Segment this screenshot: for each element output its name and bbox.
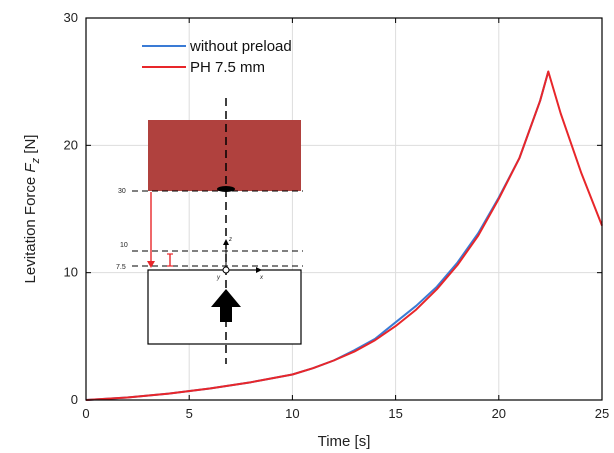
y-tick-label: 10 (64, 265, 78, 280)
inset-x-label: x (259, 275, 264, 281)
inset-level-7-5-label: 7.5 (116, 264, 126, 271)
x-axis-title: Time [s] (318, 433, 371, 450)
x-tick-label: 15 (388, 406, 402, 421)
legend-label-without-preload: without preload (189, 38, 292, 55)
x-tick-label: 5 (186, 406, 193, 421)
series-line-1 (85, 70, 603, 401)
inset-magnet (148, 120, 301, 191)
inset-z-label: z (228, 237, 232, 243)
plot-frame (85, 17, 603, 401)
y-tick-label: 0 (71, 392, 78, 407)
x-tick-label: 25 (595, 406, 609, 421)
inset-origin-marker (222, 266, 230, 274)
x-tick-label: 20 (492, 406, 506, 421)
y-tick-label: 20 (64, 137, 78, 152)
y-axis-title-subscript: z (30, 157, 42, 164)
inset-y-label: y (216, 275, 221, 281)
inset-force-arrow (211, 289, 241, 322)
y-axis-title-unit: [N] (22, 135, 39, 158)
legend-label-ph-7-5-mm: PH 7.5 mm (190, 59, 265, 76)
inset-descent-arrowhead (147, 261, 155, 268)
x-tick-label: 0 (82, 406, 89, 421)
inset-z-arrowhead (223, 239, 229, 245)
y-tick-label: 30 (64, 10, 78, 25)
y-axis-title-variable: F (22, 163, 39, 173)
inset-level-10-label: 10 (120, 242, 128, 249)
y-axis-title: Levitation Force Fz [N] (22, 135, 42, 284)
axes: 0 5 10 15 20 25 0 10 20 30 (64, 10, 610, 421)
legend: without preload PH 7.5 mm (142, 38, 292, 76)
y-axis-title-prefix: Levitation Force (22, 173, 39, 284)
grid (86, 18, 602, 400)
inset-schematic: 30 10 7.5 z x y (116, 98, 303, 364)
inset-level-30-label: 30 (118, 188, 126, 195)
series-layer (85, 70, 603, 401)
inset-x-arrowhead (256, 267, 262, 273)
x-tick-label: 10 (285, 406, 299, 421)
